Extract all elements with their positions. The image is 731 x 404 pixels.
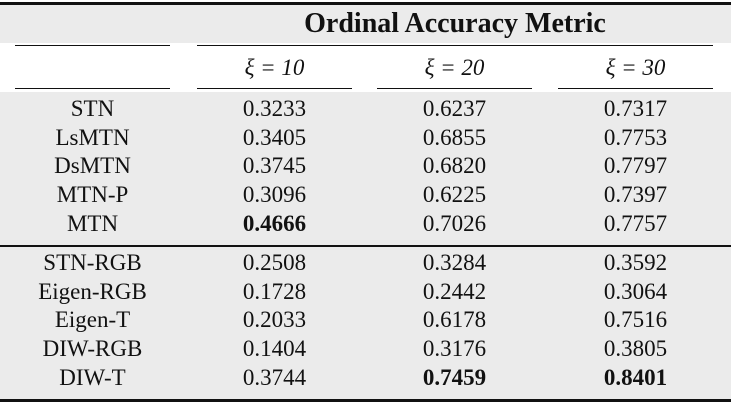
rule bbox=[15, 88, 170, 89]
rule bbox=[15, 45, 170, 46]
rule bbox=[377, 88, 532, 89]
cell: 0.7757 bbox=[603, 210, 668, 236]
header-band bbox=[0, 5, 731, 43]
row-label: Eigen-RGB bbox=[38, 278, 147, 304]
cell: 0.7317 bbox=[603, 96, 668, 121]
rule bbox=[558, 88, 713, 89]
cell: 0.3233 bbox=[242, 96, 307, 121]
column-header: ξ = 20 bbox=[424, 55, 485, 80]
bottom-rule bbox=[0, 399, 731, 402]
cell: 0.2508 bbox=[242, 250, 307, 275]
cell: 0.4666 bbox=[242, 210, 307, 236]
cell: 0.3176 bbox=[422, 336, 487, 362]
rule bbox=[197, 88, 352, 89]
cell: 0.3745 bbox=[242, 153, 307, 179]
column-header: ξ = 30 bbox=[605, 55, 666, 80]
cell: 0.7459 bbox=[422, 364, 487, 390]
cell: 0.7397 bbox=[603, 182, 668, 208]
rule bbox=[197, 45, 713, 46]
cell: 0.2033 bbox=[242, 307, 307, 333]
row-label: STN-RGB bbox=[43, 250, 142, 275]
cell: 0.3064 bbox=[603, 278, 668, 304]
row-label: DIW-RGB bbox=[42, 336, 143, 362]
cell: 0.6237 bbox=[422, 96, 487, 121]
cell: 0.2442 bbox=[422, 278, 487, 304]
cell: 0.3592 bbox=[603, 250, 668, 275]
row-label: STN bbox=[70, 96, 115, 121]
cell: 0.7516 bbox=[603, 307, 668, 333]
row-label: DsMTN bbox=[54, 153, 131, 179]
cell: 0.6178 bbox=[422, 307, 487, 333]
cell: 0.8401 bbox=[603, 364, 668, 390]
cell: 0.6225 bbox=[422, 182, 487, 208]
cell: 0.6855 bbox=[422, 124, 487, 150]
mid-rule bbox=[0, 245, 731, 247]
cell: 0.3805 bbox=[603, 336, 668, 362]
cell: 0.6820 bbox=[422, 153, 487, 179]
top-rule bbox=[0, 2, 731, 5]
row-label: MTN-P bbox=[56, 182, 129, 208]
table-title: Ordinal Accuracy Metric bbox=[304, 8, 606, 39]
cell: 0.1728 bbox=[242, 278, 307, 304]
cell: 0.7797 bbox=[603, 153, 668, 179]
column-header: ξ = 10 bbox=[244, 55, 305, 80]
cell: 0.1404 bbox=[242, 336, 307, 362]
cell: 0.7753 bbox=[603, 124, 668, 150]
row-label: DIW-T bbox=[59, 364, 126, 390]
cell: 0.3096 bbox=[242, 182, 307, 208]
row-label: Eigen-T bbox=[54, 307, 131, 333]
row-label: LsMTN bbox=[55, 124, 130, 150]
row-label: MTN bbox=[66, 210, 119, 236]
cell: 0.3284 bbox=[422, 250, 487, 275]
cell: 0.7026 bbox=[422, 210, 487, 236]
cell: 0.3405 bbox=[242, 124, 307, 150]
cell: 0.3744 bbox=[242, 364, 307, 390]
